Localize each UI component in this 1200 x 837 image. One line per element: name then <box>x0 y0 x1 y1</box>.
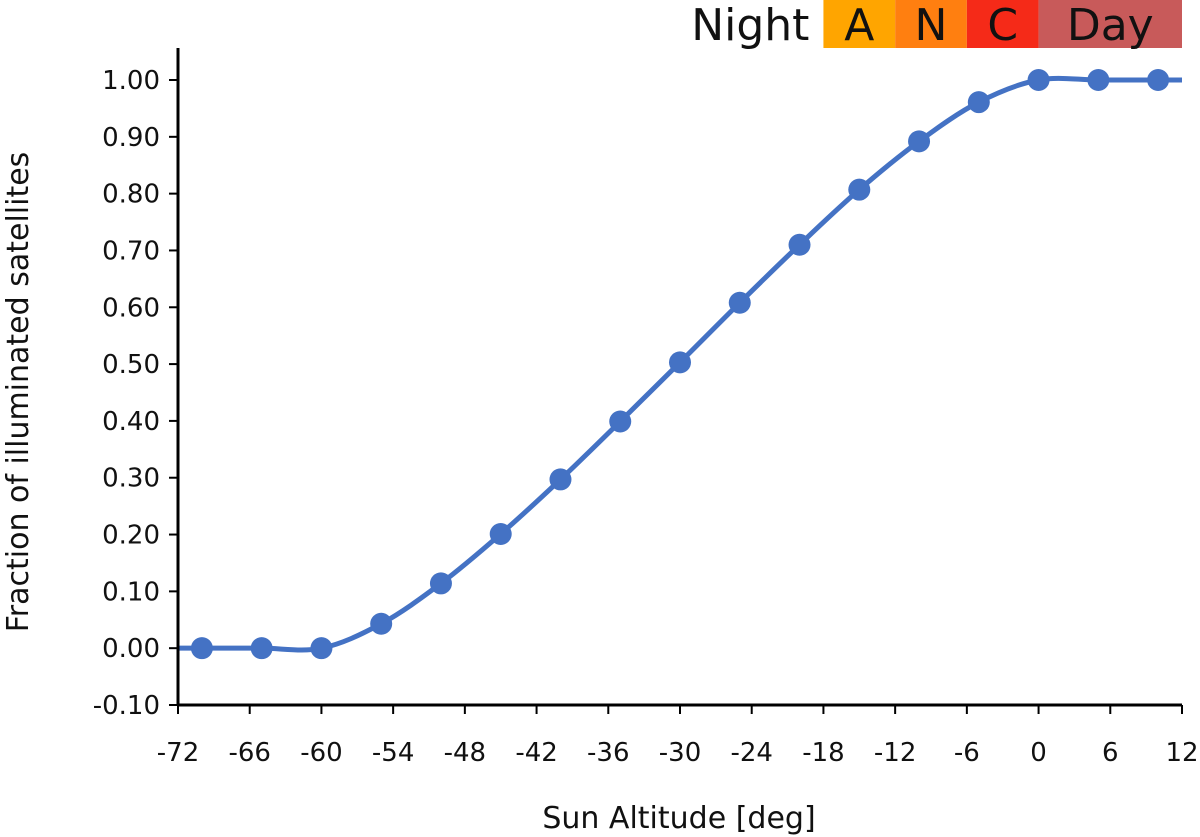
y-axis-ticks: -0.10 0.00 0.10 0.20 0.30 0.40 0.50 0.60 0.70 0.8… <box>93 66 178 721</box>
y-axis-title: Fraction of illuminated satellites <box>1 152 36 633</box>
data-point <box>967 91 990 114</box>
data-point <box>250 637 273 660</box>
x-tick-label: -54 <box>372 738 414 768</box>
x-tick-label: 12 <box>1165 738 1198 768</box>
y-tick-label: 0.40 <box>102 407 160 437</box>
band-label-n: N <box>915 0 948 51</box>
band-n <box>895 0 967 48</box>
data-point <box>549 468 572 491</box>
x-tick-label: -18 <box>802 738 844 768</box>
band-night <box>178 0 824 48</box>
y-tick-label: 0.90 <box>102 123 160 153</box>
data-point <box>1147 69 1170 91</box>
x-tick-label: -42 <box>515 738 557 768</box>
y-tick-label: 0.50 <box>102 350 160 380</box>
series-layer <box>177 69 1182 660</box>
y-tick-label: 0.80 <box>102 180 160 210</box>
y-tick-label: 0.60 <box>102 293 160 323</box>
band-label-day: Day <box>1067 0 1154 51</box>
data-point <box>609 410 632 433</box>
data-point <box>1027 69 1050 91</box>
band-label-a: A <box>844 0 874 51</box>
plot-frame <box>176 48 1182 707</box>
x-tick-label: -6 <box>954 738 980 768</box>
data-point <box>1087 69 1110 91</box>
x-tick-label: -72 <box>157 738 199 768</box>
band-label-c: C <box>987 0 1018 51</box>
twilight-band-bar: Night A N C Day <box>178 0 1182 51</box>
x-tick-label: -48 <box>444 738 486 768</box>
x-tick-label: -24 <box>730 738 772 768</box>
y-tick-label: 0.70 <box>102 236 160 266</box>
x-axis-ticks: -72 -66 -60 -54 -48 -42 -36 -30 -24 -18 -12 -6 0 6 12 <box>157 705 1199 768</box>
data-point <box>489 522 512 545</box>
band-label-night: Night <box>691 0 809 51</box>
x-tick-label: -60 <box>300 738 342 768</box>
data-point <box>190 637 213 660</box>
data-point <box>429 572 452 595</box>
data-point <box>669 351 691 374</box>
band-a <box>823 0 896 48</box>
y-tick-label: 1.00 <box>102 66 160 96</box>
data-point <box>310 637 333 660</box>
data-point <box>370 612 393 635</box>
data-point <box>908 130 931 153</box>
x-tick-label: 0 <box>1030 738 1047 768</box>
data-point <box>728 291 751 314</box>
x-tick-label: -36 <box>587 738 629 768</box>
band-day <box>1038 0 1182 48</box>
x-tick-label: 6 <box>1102 738 1119 768</box>
y-tick-label: 0.10 <box>102 577 160 607</box>
x-tick-label: -12 <box>874 738 916 768</box>
band-c <box>966 0 1039 48</box>
data-point <box>788 233 811 256</box>
y-tick-label: -0.10 <box>93 691 160 721</box>
y-tick-label: 0.30 <box>102 464 160 494</box>
y-tick-label: 0.00 <box>102 634 160 664</box>
x-tick-label: -30 <box>659 738 701 768</box>
data-point <box>848 178 871 201</box>
y-tick-label: 0.20 <box>102 521 160 551</box>
x-axis-title: Sun Altitude [deg] <box>542 801 815 836</box>
x-tick-label: -66 <box>228 738 270 768</box>
